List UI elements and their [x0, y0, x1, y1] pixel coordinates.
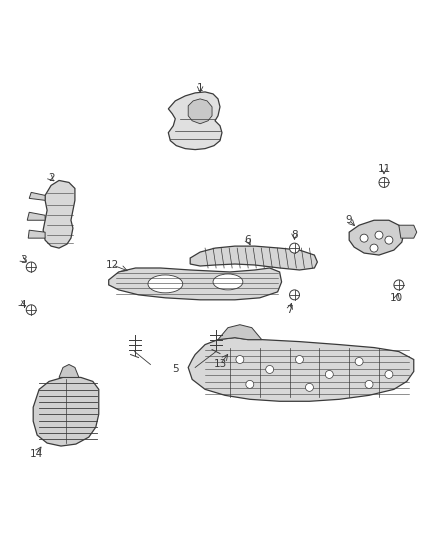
Ellipse shape	[213, 274, 243, 290]
Circle shape	[26, 305, 36, 315]
Text: 6: 6	[244, 235, 251, 245]
Circle shape	[360, 234, 368, 242]
Polygon shape	[59, 365, 79, 377]
Circle shape	[236, 356, 244, 364]
Polygon shape	[29, 192, 45, 200]
Circle shape	[394, 280, 404, 290]
Circle shape	[375, 231, 383, 239]
Circle shape	[305, 383, 314, 391]
Circle shape	[290, 290, 300, 300]
Text: 13: 13	[213, 359, 226, 369]
Circle shape	[385, 370, 393, 378]
Circle shape	[266, 366, 274, 374]
Polygon shape	[168, 92, 222, 150]
Polygon shape	[109, 268, 282, 300]
Polygon shape	[218, 325, 262, 340]
Polygon shape	[188, 337, 414, 401]
Circle shape	[26, 262, 36, 272]
Ellipse shape	[148, 275, 183, 293]
Text: 10: 10	[390, 293, 403, 303]
Polygon shape	[349, 220, 404, 255]
Circle shape	[379, 177, 389, 188]
Polygon shape	[399, 225, 417, 238]
Circle shape	[246, 381, 254, 389]
Polygon shape	[33, 377, 99, 446]
Circle shape	[365, 381, 373, 389]
Text: 2: 2	[48, 173, 54, 183]
Circle shape	[370, 244, 378, 252]
Polygon shape	[43, 181, 75, 248]
Polygon shape	[190, 246, 318, 270]
Text: 11: 11	[377, 164, 391, 174]
Circle shape	[325, 370, 333, 378]
Text: 8: 8	[291, 230, 298, 240]
Circle shape	[385, 236, 393, 244]
Text: 4: 4	[20, 300, 27, 310]
Polygon shape	[188, 99, 212, 124]
Text: 5: 5	[172, 365, 179, 375]
Circle shape	[355, 358, 363, 366]
Polygon shape	[28, 230, 45, 238]
Text: 12: 12	[106, 260, 119, 270]
Circle shape	[290, 243, 300, 253]
Text: 3: 3	[20, 255, 27, 265]
Circle shape	[296, 356, 304, 364]
Polygon shape	[27, 212, 45, 220]
Text: 14: 14	[29, 449, 43, 459]
Text: 9: 9	[346, 215, 353, 225]
Text: 7: 7	[286, 305, 293, 315]
Text: 1: 1	[197, 83, 203, 93]
